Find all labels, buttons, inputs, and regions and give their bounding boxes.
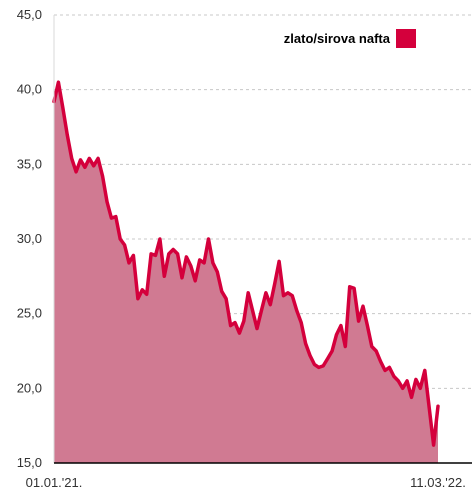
legend-swatch [396, 29, 416, 48]
legend: zlato/sirova nafta [284, 29, 416, 48]
y-tick-label: 15,0 [17, 455, 42, 470]
y-tick-label: 45,0 [17, 7, 42, 22]
y-tick-label: 20,0 [17, 380, 42, 395]
x-tick-label: 11.03.'22. [410, 475, 466, 490]
y-tick-label: 35,0 [17, 156, 42, 171]
y-axis-ticks: 15,0 20,0 25,0 30,0 35,0 40,0 45,0 [17, 7, 42, 470]
area-fill [54, 82, 438, 463]
y-tick-label: 25,0 [17, 306, 42, 321]
y-tick-label: 40,0 [17, 82, 42, 97]
series-area [54, 82, 438, 463]
legend-label: zlato/sirova nafta [284, 31, 391, 46]
axes [53, 15, 472, 464]
series-line-path [52, 80, 440, 447]
x-tick-label: 01.01.'21. [26, 475, 83, 490]
x-axis-ticks: 01.01.'21. 11.03.'22. [26, 475, 466, 490]
y-tick-label: 30,0 [17, 231, 42, 246]
series-line [52, 80, 440, 447]
